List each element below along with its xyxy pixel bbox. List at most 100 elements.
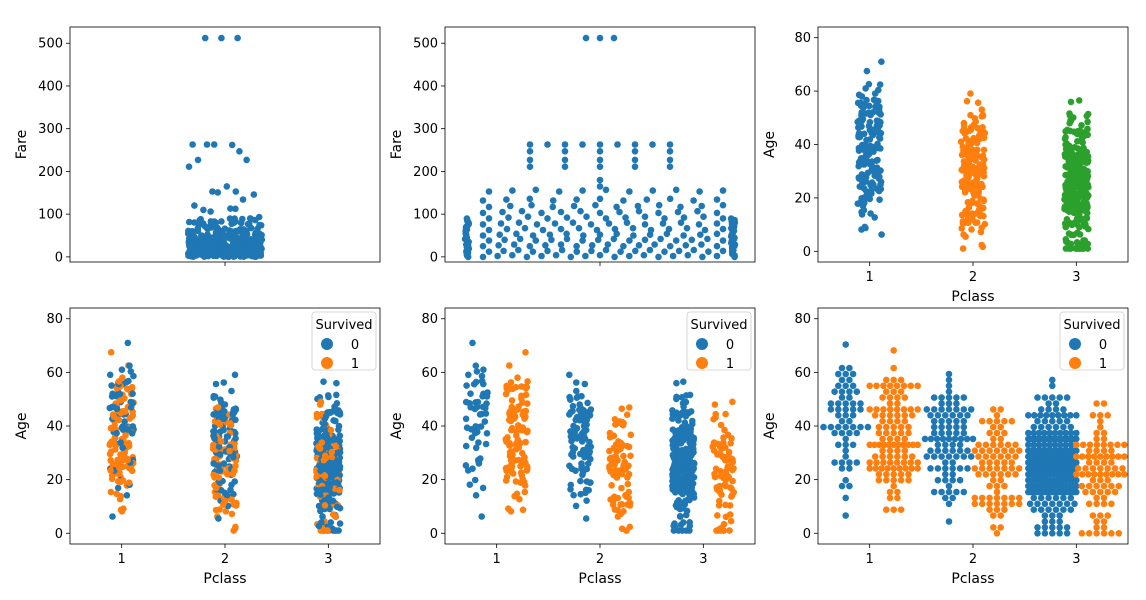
data-point	[217, 438, 225, 445]
data-point	[670, 464, 677, 472]
data-point	[890, 441, 897, 449]
data-point	[1100, 447, 1108, 455]
data-point	[964, 166, 971, 174]
data-point	[1041, 429, 1048, 437]
data-point	[945, 488, 953, 496]
legend-frame	[311, 311, 377, 371]
data-point	[125, 479, 133, 487]
data-point	[897, 476, 905, 484]
data-point	[606, 434, 614, 441]
y-tick-label: 200	[413, 165, 438, 180]
data-point	[714, 512, 721, 519]
data-point	[582, 486, 590, 494]
data-point	[682, 511, 690, 519]
data-point	[220, 460, 228, 467]
data-point	[1084, 245, 1091, 252]
data-point	[849, 382, 857, 390]
data-point	[243, 156, 250, 164]
data-point	[933, 435, 941, 443]
data-point	[945, 518, 953, 525]
data-point	[688, 236, 696, 244]
data-point	[901, 412, 909, 419]
data-point	[719, 225, 727, 233]
data-point	[975, 441, 982, 449]
data-point	[482, 440, 490, 448]
data-point	[993, 500, 1001, 508]
data-point	[677, 503, 684, 511]
data-point	[124, 339, 132, 347]
data-point	[113, 429, 120, 437]
outlier-point	[234, 34, 241, 42]
data-point	[1056, 524, 1063, 531]
data-point	[976, 202, 983, 210]
data-point	[203, 141, 211, 148]
data-point	[1071, 500, 1078, 508]
data-point	[945, 423, 953, 431]
data-point	[1100, 518, 1108, 525]
data-point	[880, 406, 887, 413]
x-axis-label: Pclass	[203, 571, 246, 587]
data-point	[700, 213, 707, 220]
data-point	[866, 406, 873, 413]
y-axis-label: Age	[14, 412, 30, 439]
data-point	[216, 467, 224, 475]
data-point	[1069, 174, 1077, 181]
data-point	[576, 433, 583, 440]
data-point	[119, 477, 127, 484]
data-point	[886, 494, 894, 502]
data-point	[544, 141, 551, 148]
data-point	[842, 441, 849, 449]
data-point	[842, 370, 849, 378]
data-point	[126, 362, 133, 370]
data-point	[894, 400, 901, 407]
y-tick-label: 60	[421, 366, 438, 381]
data-point	[107, 457, 114, 464]
data-point	[874, 97, 882, 105]
data-point	[631, 163, 639, 170]
data-point	[472, 444, 480, 452]
data-point	[583, 416, 591, 424]
data-point	[127, 368, 135, 375]
data-point	[894, 417, 901, 425]
data-point	[690, 494, 698, 501]
data-point	[993, 488, 1001, 496]
data-point	[479, 253, 487, 261]
data-point	[842, 447, 849, 455]
data-point	[227, 205, 234, 212]
data-point	[121, 408, 128, 415]
data-point	[957, 435, 965, 443]
y-tick-label: 500	[413, 37, 438, 52]
data-point	[330, 511, 337, 518]
data-point	[990, 476, 997, 484]
data-point	[674, 474, 682, 481]
data-point	[971, 465, 979, 472]
data-point	[473, 368, 481, 375]
y-tick-label: 40	[794, 420, 811, 435]
data-point	[228, 141, 236, 149]
data-point	[232, 205, 239, 213]
data-point	[666, 195, 674, 203]
data-point	[1067, 494, 1075, 502]
legend-label-0: 0	[1099, 338, 1107, 353]
data-point	[463, 215, 471, 222]
data-point	[1049, 524, 1056, 531]
data-point	[216, 451, 224, 458]
x-tick-label: 1	[493, 552, 501, 567]
data-point	[572, 467, 579, 475]
data-point	[609, 454, 616, 462]
data-point	[967, 90, 974, 97]
data-point	[1084, 110, 1092, 118]
y-tick-label: 20	[794, 191, 811, 206]
data-point	[721, 426, 728, 434]
data-point	[858, 226, 865, 233]
data-point	[567, 428, 574, 435]
data-point	[868, 179, 876, 186]
data-point	[479, 484, 487, 492]
data-point	[897, 423, 905, 431]
data-point	[975, 471, 982, 478]
data-point	[616, 419, 623, 427]
data-point	[990, 512, 997, 519]
data-point	[578, 460, 585, 467]
data-point	[626, 188, 633, 195]
data-point	[121, 452, 128, 460]
